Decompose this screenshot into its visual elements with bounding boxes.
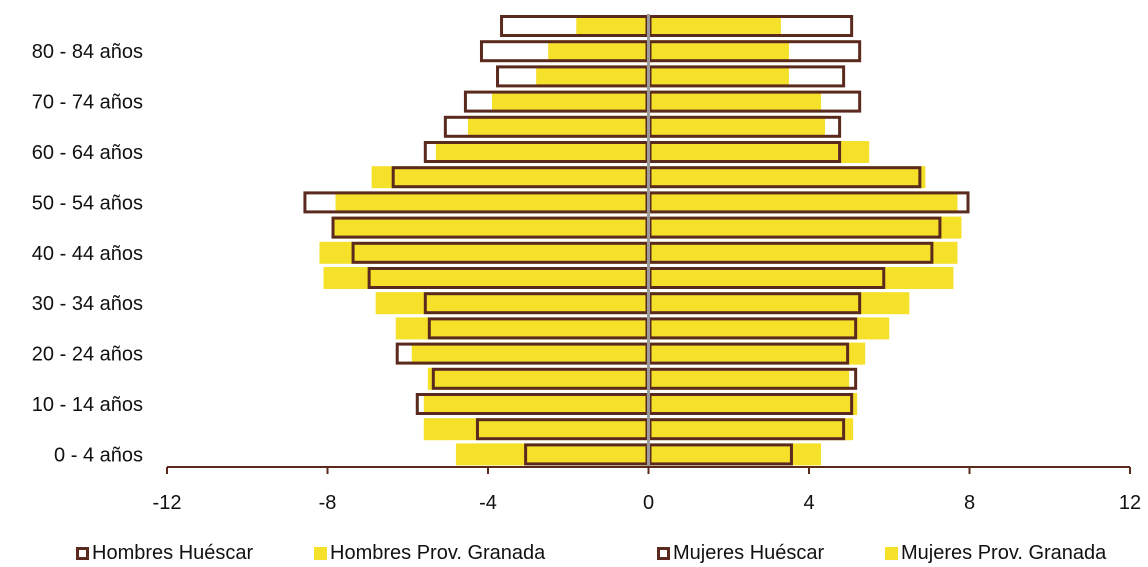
bar-hombres-prov-granada xyxy=(548,40,649,63)
bar-mujeres-prov-granada xyxy=(648,241,958,264)
category-label: 20 - 24 años xyxy=(32,344,143,366)
bar-mujeres-prov-granada xyxy=(648,267,954,289)
category-label: 40 - 44 años xyxy=(32,243,143,265)
bar-hombres-prov-granada xyxy=(411,342,649,365)
bar-mujeres-prov-granada xyxy=(648,191,958,214)
category-label: 0 - 4 años xyxy=(54,444,143,466)
bar-mujeres-prov-granada xyxy=(648,443,822,466)
bar-hombres-prov-granada xyxy=(435,141,649,163)
category-label: 30 - 34 años xyxy=(32,293,143,315)
category-label: 50 - 54 años xyxy=(32,192,143,214)
bar-mujeres-prov-granada xyxy=(648,292,910,315)
bar-hombres-prov-granada xyxy=(371,166,649,189)
bar-hombres-prov-granada xyxy=(423,393,649,415)
legend-label: Mujeres Prov. Granada xyxy=(901,542,1107,564)
x-tick-label: -8 xyxy=(319,492,337,514)
x-tick-label: -12 xyxy=(153,492,182,514)
bar-hombres-prov-granada xyxy=(331,216,649,239)
bar-hombres-prov-granada xyxy=(427,367,649,390)
x-tick-label: -4 xyxy=(479,492,497,514)
legend-swatch-outline-icon xyxy=(76,547,89,560)
legend-label: Hombres Huéscar xyxy=(92,542,254,564)
bar-mujeres-prov-granada xyxy=(648,342,866,365)
bar-mujeres-prov-granada xyxy=(648,141,870,163)
bar-mujeres-prov-granada xyxy=(648,90,822,113)
bar-mujeres-prov-granada xyxy=(648,115,826,138)
category-label: 80 - 84 años xyxy=(32,41,143,63)
bar-mujeres-prov-granada xyxy=(648,65,789,88)
bar-mujeres-prov-granada xyxy=(648,367,850,390)
bar-hombres-prov-granada xyxy=(335,191,649,214)
legend-label: Hombres Prov. Granada xyxy=(330,542,546,564)
bar-mujeres-prov-granada xyxy=(648,393,858,415)
bar-hombres-prov-granada xyxy=(423,418,649,441)
x-tick-label: 0 xyxy=(643,492,654,514)
legend-item-hombres-prov-granada: Hombres Prov. Granada xyxy=(314,542,545,565)
bar-hombres-prov-granada xyxy=(323,267,649,289)
category-labels: 0 - 4 años 10 - 14 años 20 - 24 años 30 - 3… xyxy=(32,41,143,466)
bar-hombres-prov-granada xyxy=(319,241,649,264)
bar-hombres-prov-granada xyxy=(492,90,649,113)
x-axis: -12 -8 -4 0 4 8 12 xyxy=(153,466,1141,514)
bar-hombres-prov-granada xyxy=(536,65,649,88)
legend-swatch-fill-icon xyxy=(885,547,898,560)
legend-item-mujeres-huescar: Mujeres Huéscar xyxy=(657,542,824,565)
population-pyramid-chart: -12 -8 -4 0 4 8 12 0 - 4 años 10 - 14 años 20 - … xyxy=(32,14,1141,514)
bar-mujeres-prov-granada xyxy=(648,15,781,37)
legend-item-hombres-huescar: Hombres Huéscar xyxy=(76,542,253,565)
x-tick-label: 4 xyxy=(803,492,814,514)
legend-swatch-outline-icon xyxy=(657,547,670,560)
x-tick-label: 8 xyxy=(964,492,975,514)
bar-hombres-prov-granada xyxy=(455,443,649,466)
category-label: 60 - 64 años xyxy=(32,142,143,164)
bar-hombres-prov-granada xyxy=(375,292,649,315)
bar-hombres-prov-granada xyxy=(395,317,649,340)
category-label: 70 - 74 años xyxy=(32,92,143,114)
bar-mujeres-prov-granada xyxy=(648,216,962,239)
bar-hombres-prov-granada xyxy=(467,115,649,138)
legend-label: Mujeres Huéscar xyxy=(673,542,825,564)
legend: Hombres Huéscar Hombres Prov. Granada Mu… xyxy=(0,538,1148,567)
bar-mujeres-prov-granada xyxy=(648,40,789,63)
legend-swatch-fill-icon xyxy=(314,547,327,560)
x-tick-label: 12 xyxy=(1119,492,1141,514)
bar-mujeres-prov-granada xyxy=(648,317,890,340)
bar-mujeres-prov-granada xyxy=(648,166,926,189)
legend-item-mujeres-prov-granada: Mujeres Prov. Granada xyxy=(885,542,1106,565)
bars-layer xyxy=(303,14,970,467)
bar-mujeres-prov-granada xyxy=(648,418,854,441)
bar-hombres-prov-granada xyxy=(576,15,649,37)
category-label: 10 - 14 años xyxy=(32,394,143,416)
